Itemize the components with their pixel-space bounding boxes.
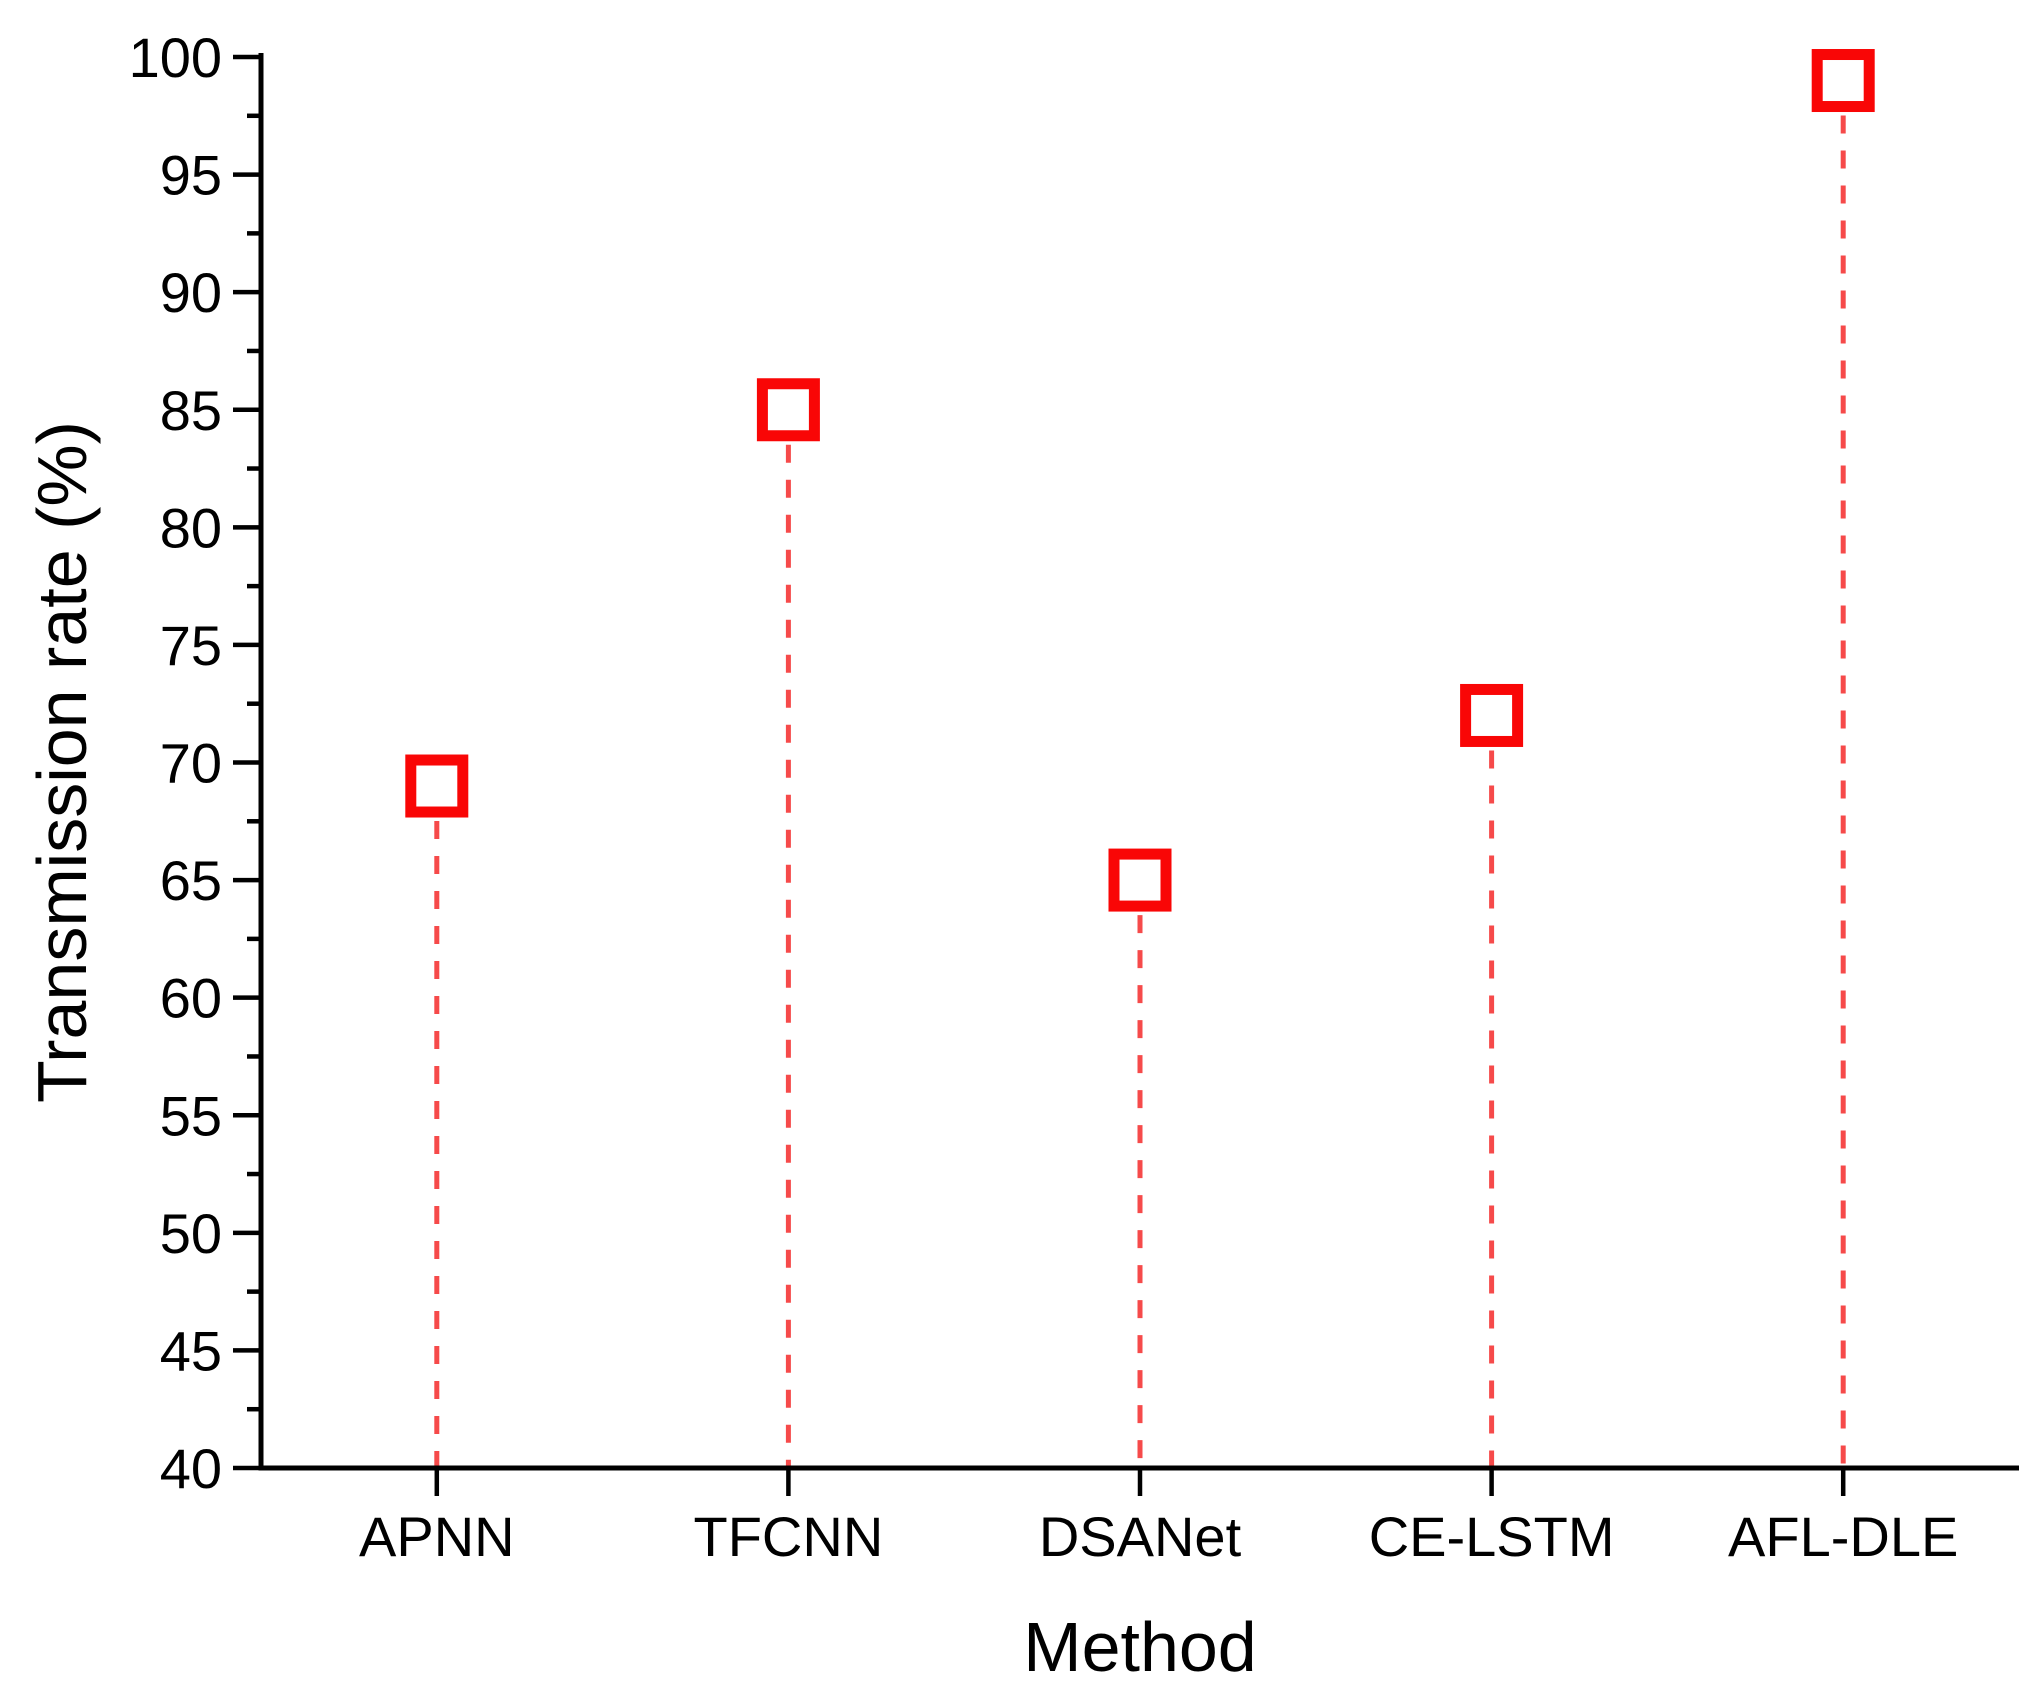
y-tick-label: 55 [160,1084,222,1147]
data-point-DSANet [1108,848,1172,912]
y-tick-label: 45 [160,1319,222,1382]
y-axis-title: Transmission rate (%) [23,421,101,1103]
y-tick-label: 90 [160,261,222,324]
y-tick-label: 40 [160,1437,222,1500]
data-point-APNN [405,754,469,818]
x-tick-label-CE-LSTM: CE-LSTM [1369,1505,1615,1568]
y-tick-label: 65 [160,849,222,912]
x-axis-title: Method [1023,1608,1257,1686]
y-tick-label: 100 [129,26,222,89]
y-tick-label: 50 [160,1202,222,1265]
y-tick-label: 80 [160,496,222,559]
x-tick-label-TFCNN: TFCNN [694,1505,884,1568]
y-tick-label: 60 [160,967,222,1030]
x-tick-label-APNN: APNN [359,1505,515,1568]
x-tick-label-AFL-DLE: AFL-DLE [1728,1505,1958,1568]
y-tick-label: 85 [160,379,222,442]
data-point-TFCNN [756,378,820,442]
y-tick-label: 70 [160,732,222,795]
data-point-AFL-DLE [1811,49,1875,113]
y-tick-label: 75 [160,614,222,677]
y-tick-label: 95 [160,144,222,207]
data-point-CE-LSTM [1460,683,1524,747]
x-tick-label-DSANet: DSANet [1039,1505,1242,1568]
